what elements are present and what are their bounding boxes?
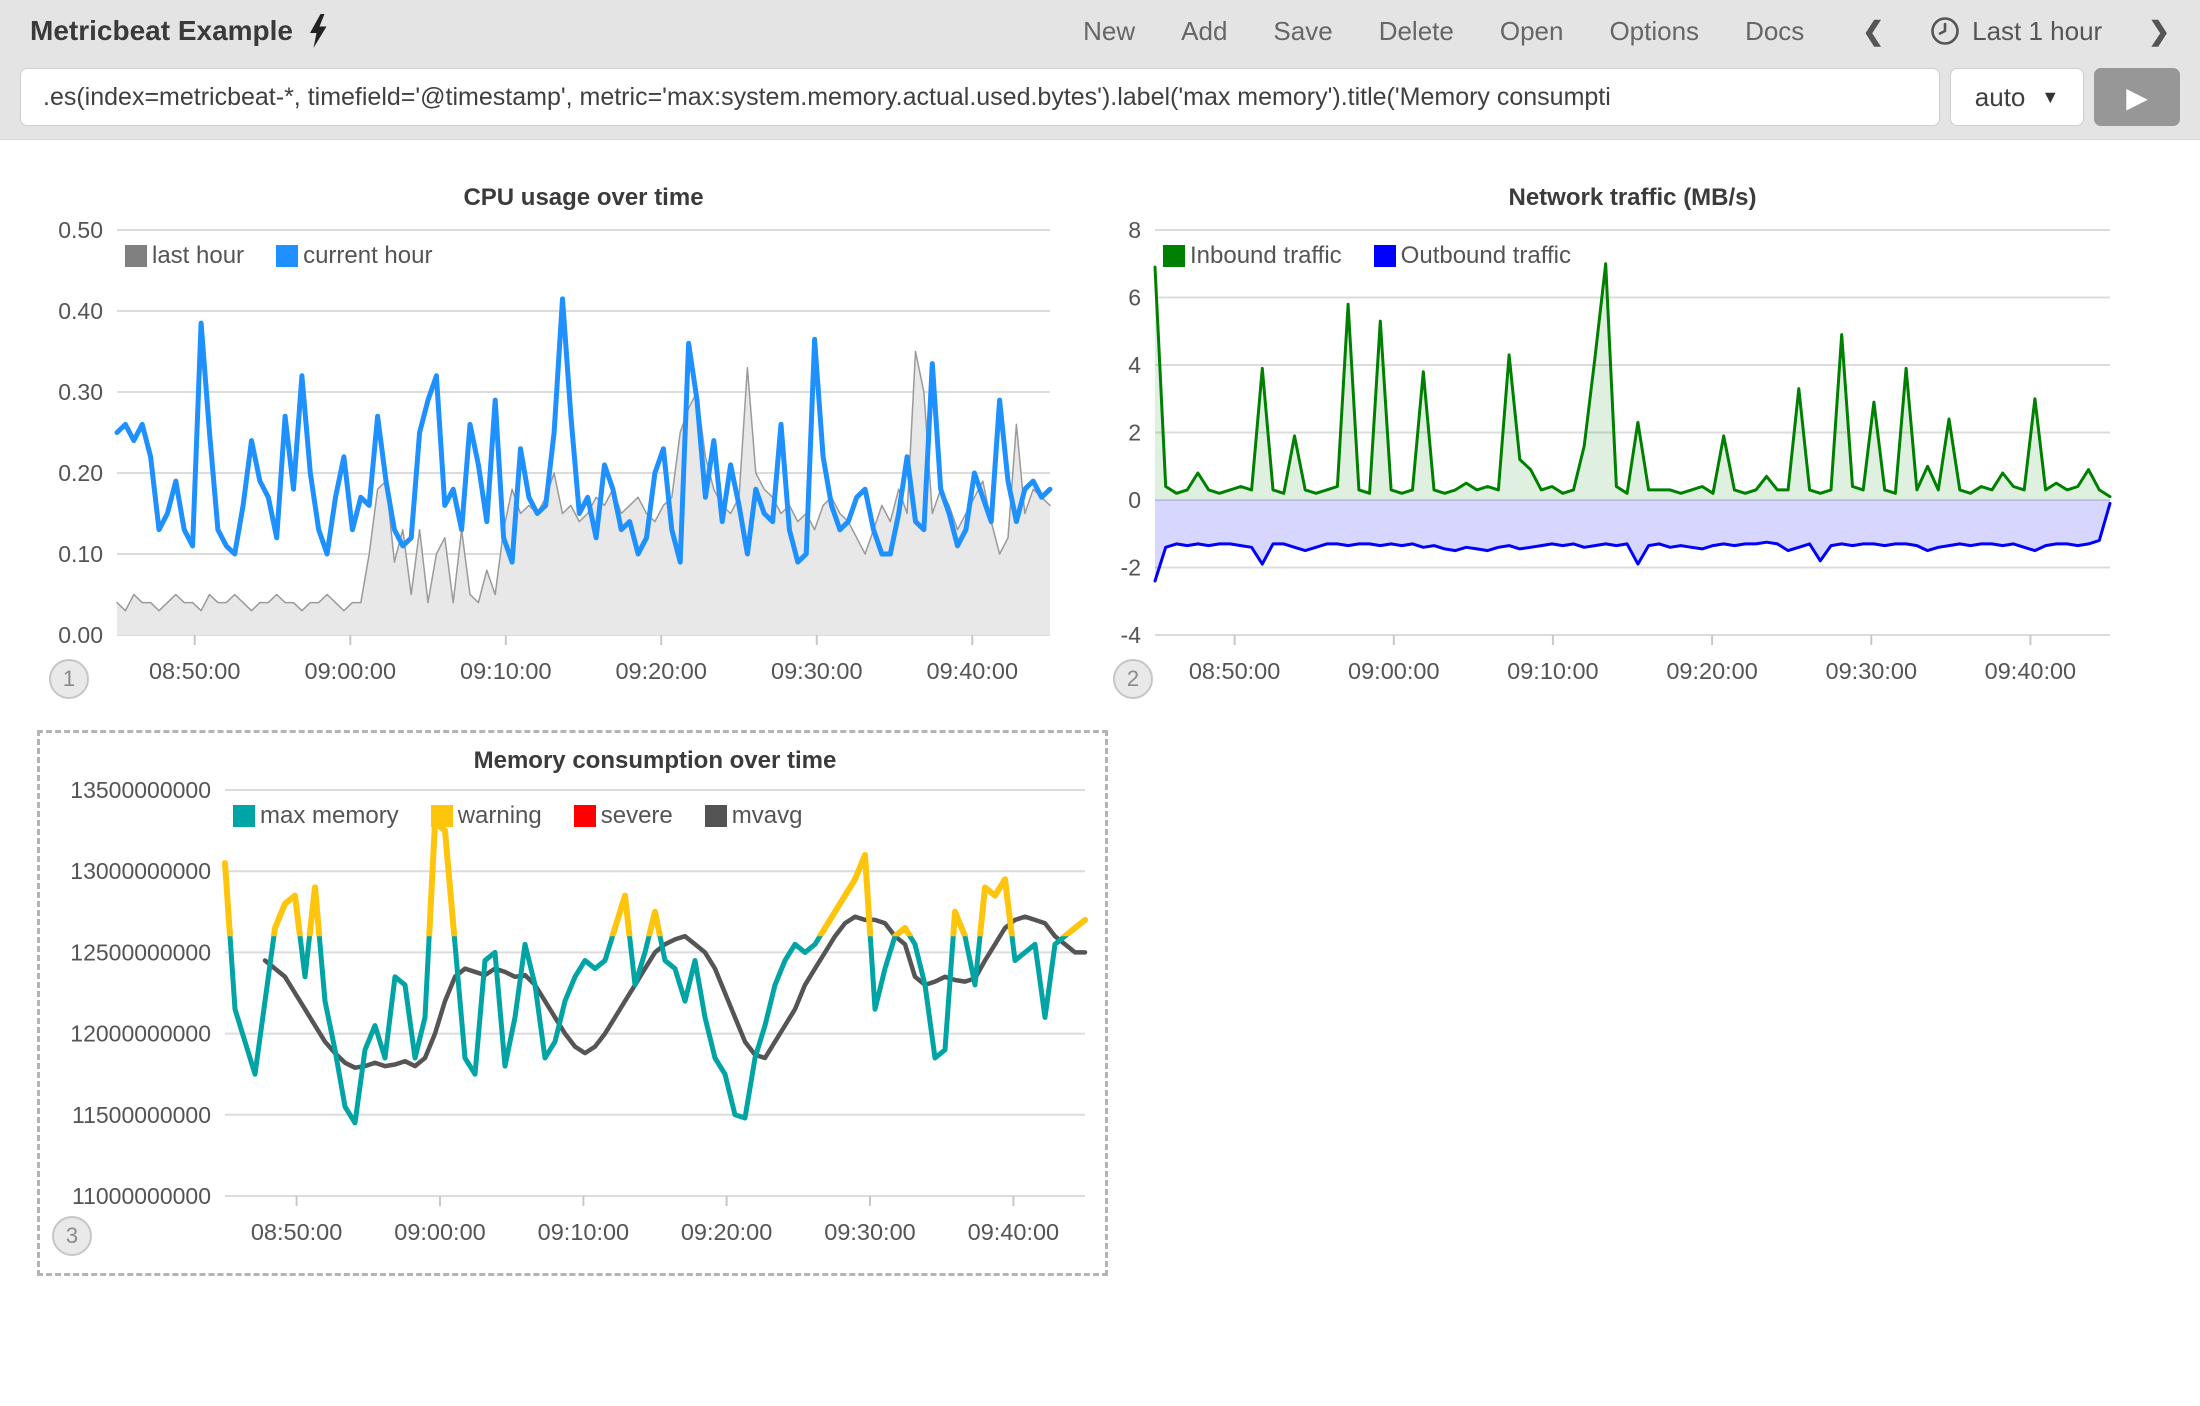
chart-number-badge: 2: [1113, 659, 1153, 699]
svg-text:09:40:00: 09:40:00: [1985, 658, 2076, 684]
chart-number-badge: 3: [52, 1216, 92, 1256]
legend-item: severe: [574, 802, 673, 830]
svg-text:09:10:00: 09:10:00: [538, 1219, 629, 1245]
menu-item-docs[interactable]: Docs: [1745, 16, 1804, 47]
svg-text:0.20: 0.20: [58, 460, 103, 486]
svg-text:09:30:00: 09:30:00: [1826, 658, 1917, 684]
svg-text:08:50:00: 08:50:00: [1189, 658, 1280, 684]
legend-item: current hour: [276, 242, 432, 270]
svg-text:0.40: 0.40: [58, 298, 103, 324]
svg-text:11000000000: 11000000000: [72, 1183, 211, 1209]
legend-swatch: [1374, 245, 1396, 267]
legend-item: warning: [431, 802, 542, 830]
svg-text:09:20:00: 09:20:00: [615, 658, 706, 684]
caret-down-icon: ▼: [2041, 87, 2059, 108]
svg-text:0.00: 0.00: [58, 622, 103, 648]
svg-text:11500000000: 11500000000: [72, 1102, 211, 1128]
svg-text:09:30:00: 09:30:00: [771, 658, 862, 684]
svg-text:13000000000: 13000000000: [70, 858, 211, 884]
bolt-icon: [307, 14, 329, 48]
svg-text:09:30:00: 09:30:00: [824, 1219, 915, 1245]
svg-text:08:50:00: 08:50:00: [251, 1219, 342, 1245]
svg-text:0: 0: [1128, 487, 1141, 513]
chart-inner: 0.50 0.40 0.30 0.20 0.10 0.00 08:50:00 09:00:00…: [27, 162, 1062, 707]
timepicker-button[interactable]: Last 1 hour: [1930, 16, 2102, 47]
svg-text:0.10: 0.10: [58, 541, 103, 567]
chart-cpu-usage[interactable]: 0.50 0.40 0.30 0.20 0.10 0.00 08:50:00 09:00:00…: [24, 159, 1065, 710]
run-button[interactable]: ▶: [2094, 68, 2180, 126]
menu-item-delete[interactable]: Delete: [1379, 16, 1454, 47]
svg-text:09:00:00: 09:00:00: [1348, 658, 1439, 684]
interval-value: auto: [1975, 82, 2026, 113]
legend-swatch: [431, 805, 453, 827]
legend-swatch: [574, 805, 596, 827]
chart-inner: 8 6 4 2 0 -2 -4 08:50:00 09:00:00 09:10:00 09:20:0…: [1093, 162, 2120, 707]
svg-text:09:10:00: 09:10:00: [460, 658, 551, 684]
timelion-expression-input[interactable]: [20, 68, 1940, 126]
svg-text:8: 8: [1128, 217, 1141, 243]
legend-item: Outbound traffic: [1374, 242, 1571, 270]
query-bar: auto ▼ ▶: [0, 62, 2200, 140]
svg-text:09:10:00: 09:10:00: [1507, 658, 1598, 684]
chart-title: Network traffic (MB/s): [1155, 184, 2110, 212]
svg-text:13500000000: 13500000000: [70, 777, 211, 803]
sheet-title: Metricbeat Example: [30, 14, 329, 48]
svg-text:09:00:00: 09:00:00: [394, 1219, 485, 1245]
time-back-icon[interactable]: ❮: [1862, 16, 1884, 47]
legend-swatch: [705, 805, 727, 827]
svg-text:08:50:00: 08:50:00: [149, 658, 240, 684]
svg-text:4: 4: [1128, 352, 1141, 378]
legend-item: mvavg: [705, 802, 803, 830]
legend-swatch: [233, 805, 255, 827]
svg-text:-4: -4: [1121, 622, 1142, 648]
sheet-title-text: Metricbeat Example: [30, 15, 293, 47]
chart-legend: last hour current hour: [125, 242, 432, 270]
chart-title: Memory consumption over time: [225, 747, 1085, 775]
chart-legend: max memory warning severe mvavg: [233, 802, 802, 830]
svg-text:09:20:00: 09:20:00: [1666, 658, 1757, 684]
menu-item-add[interactable]: Add: [1181, 16, 1227, 47]
svg-text:0.30: 0.30: [58, 379, 103, 405]
svg-text:6: 6: [1128, 285, 1141, 311]
legend-item: Inbound traffic: [1163, 242, 1342, 270]
time-range-label: Last 1 hour: [1972, 16, 2102, 47]
menu-item-options[interactable]: Options: [1609, 16, 1699, 47]
menu-item-save[interactable]: Save: [1273, 16, 1332, 47]
menu-item-new[interactable]: New: [1083, 16, 1135, 47]
chart-inner: 13500000000 13000000000 12500000000 1200000…: [40, 733, 1105, 1273]
chart-legend: Inbound traffic Outbound traffic: [1163, 242, 1571, 270]
svg-text:12000000000: 12000000000: [70, 1021, 211, 1047]
clock-icon: [1930, 16, 1960, 46]
menu: New Add Save Delete Open Options Docs ❮ …: [1083, 16, 2170, 47]
time-forward-icon[interactable]: ❯: [2148, 16, 2170, 47]
chart-memory-consumption[interactable]: 13500000000 13000000000 12500000000 1200000…: [37, 730, 1108, 1276]
interval-select[interactable]: auto ▼: [1950, 68, 2084, 126]
svg-text:09:40:00: 09:40:00: [927, 658, 1018, 684]
legend-swatch: [125, 245, 147, 267]
chart-title: CPU usage over time: [117, 184, 1050, 212]
svg-text:12500000000: 12500000000: [70, 939, 211, 965]
svg-text:0.50: 0.50: [58, 217, 103, 243]
legend-item: max memory: [233, 802, 399, 830]
chart-network-traffic[interactable]: 8 6 4 2 0 -2 -4 08:50:00 09:00:00 09:10:00 09:20:0…: [1090, 159, 2123, 710]
legend-swatch: [1163, 245, 1185, 267]
menu-item-open[interactable]: Open: [1500, 16, 1564, 47]
svg-text:09:00:00: 09:00:00: [305, 658, 396, 684]
charts-area: 0.50 0.40 0.30 0.20 0.10 0.00 08:50:00 09:00:00…: [0, 140, 2200, 1406]
svg-text:-2: -2: [1121, 555, 1141, 581]
svg-text:09:20:00: 09:20:00: [681, 1219, 772, 1245]
legend-swatch: [276, 245, 298, 267]
top-navbar: Metricbeat Example New Add Save Delete O…: [0, 0, 2200, 62]
timelion-app: Metricbeat Example New Add Save Delete O…: [0, 0, 2200, 1406]
svg-text:2: 2: [1128, 420, 1141, 446]
chart-number-badge: 1: [49, 659, 89, 699]
legend-item: last hour: [125, 242, 244, 270]
play-icon: ▶: [2126, 81, 2148, 114]
svg-text:09:40:00: 09:40:00: [968, 1219, 1059, 1245]
